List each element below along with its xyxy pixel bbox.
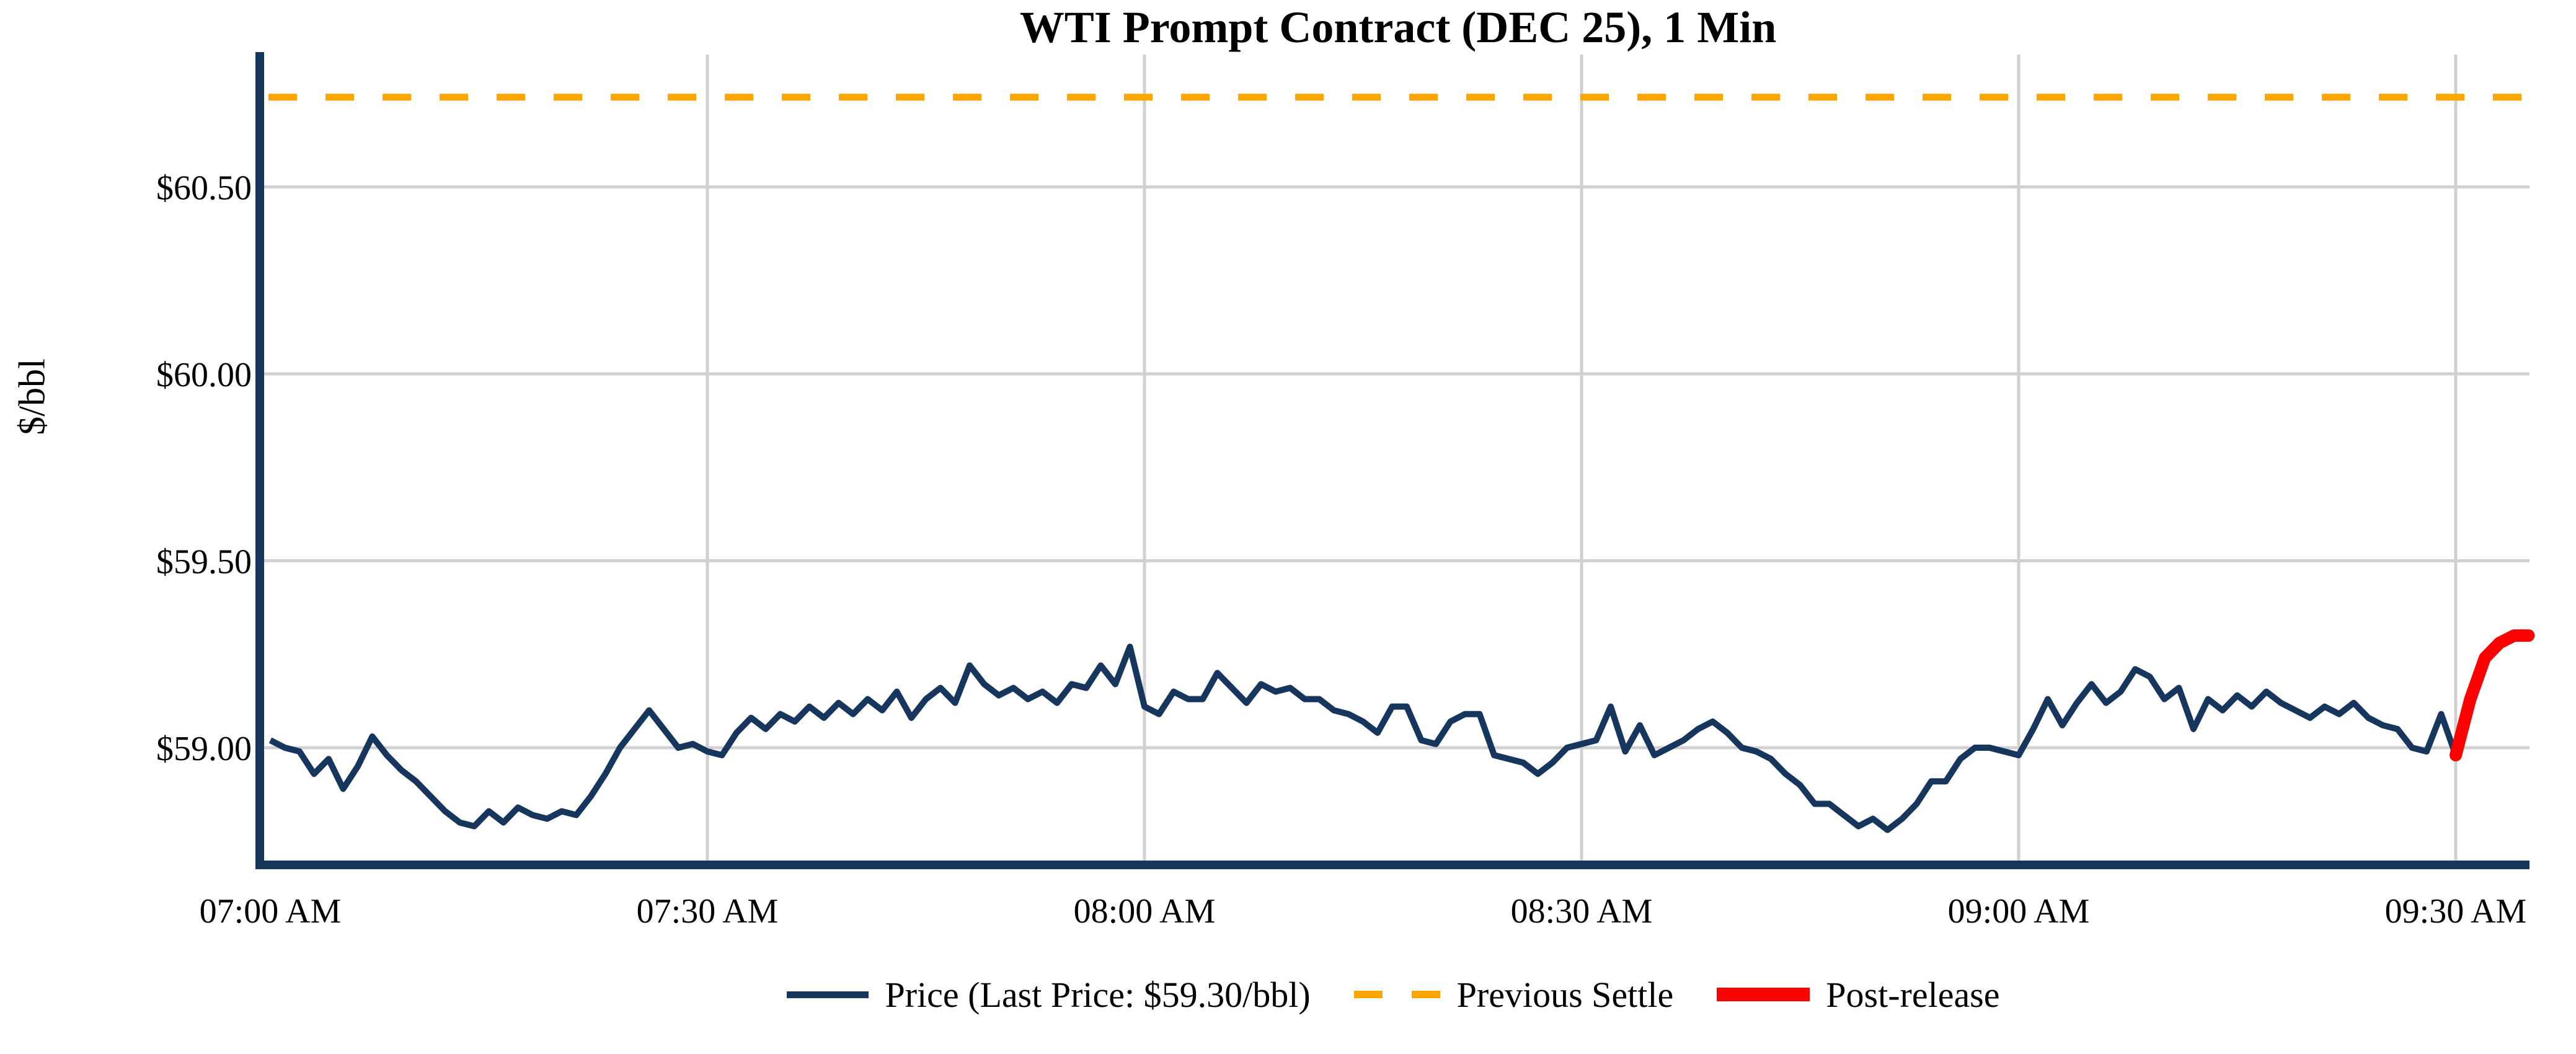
x-tick-label: 07:00 AM: [200, 892, 342, 931]
x-tick-label: 08:00 AM: [1074, 892, 1216, 931]
y-axis-spine: [255, 52, 264, 869]
x-tick-label: 07:30 AM: [637, 892, 779, 931]
post-release-line: [2450, 629, 2535, 762]
previous-settle-dashed-swatch: [1353, 991, 1441, 998]
chart-title: WTI Prompt Contract (DEC 25), 1 Min: [1019, 2, 1777, 52]
y-tick-label: $60.00: [156, 356, 252, 394]
price-line-swatch: [787, 991, 869, 998]
legend-label-post-release: Post-release: [1826, 974, 2000, 1015]
x-tick-label: 09:00 AM: [1948, 892, 2090, 931]
legend-item-post-release: Post-release: [1717, 974, 2000, 1016]
x-tick-label: 08:30 AM: [1511, 892, 1653, 931]
legend: Price (Last Price: $59.30/bbl) Previous …: [211, 965, 2576, 1024]
legend-item-previous-settle: Previous Settle: [1353, 974, 1674, 1016]
legend-label-previous-settle: Previous Settle: [1456, 974, 1674, 1015]
y-tick-label: $59.00: [156, 730, 252, 768]
legend-label-price: Price (Last Price: $59.30/bbl): [885, 974, 1311, 1015]
price-line: [268, 644, 2459, 833]
legend-item-price: Price (Last Price: $59.30/bbl): [787, 974, 1311, 1016]
x-tick-label: 09:30 AM: [2385, 892, 2527, 931]
y-tick-label: $59.50: [156, 543, 252, 582]
y-tick-label: $60.50: [156, 169, 252, 208]
x-axis-spine: [255, 861, 2530, 869]
post-release-swatch: [1717, 988, 1810, 1001]
